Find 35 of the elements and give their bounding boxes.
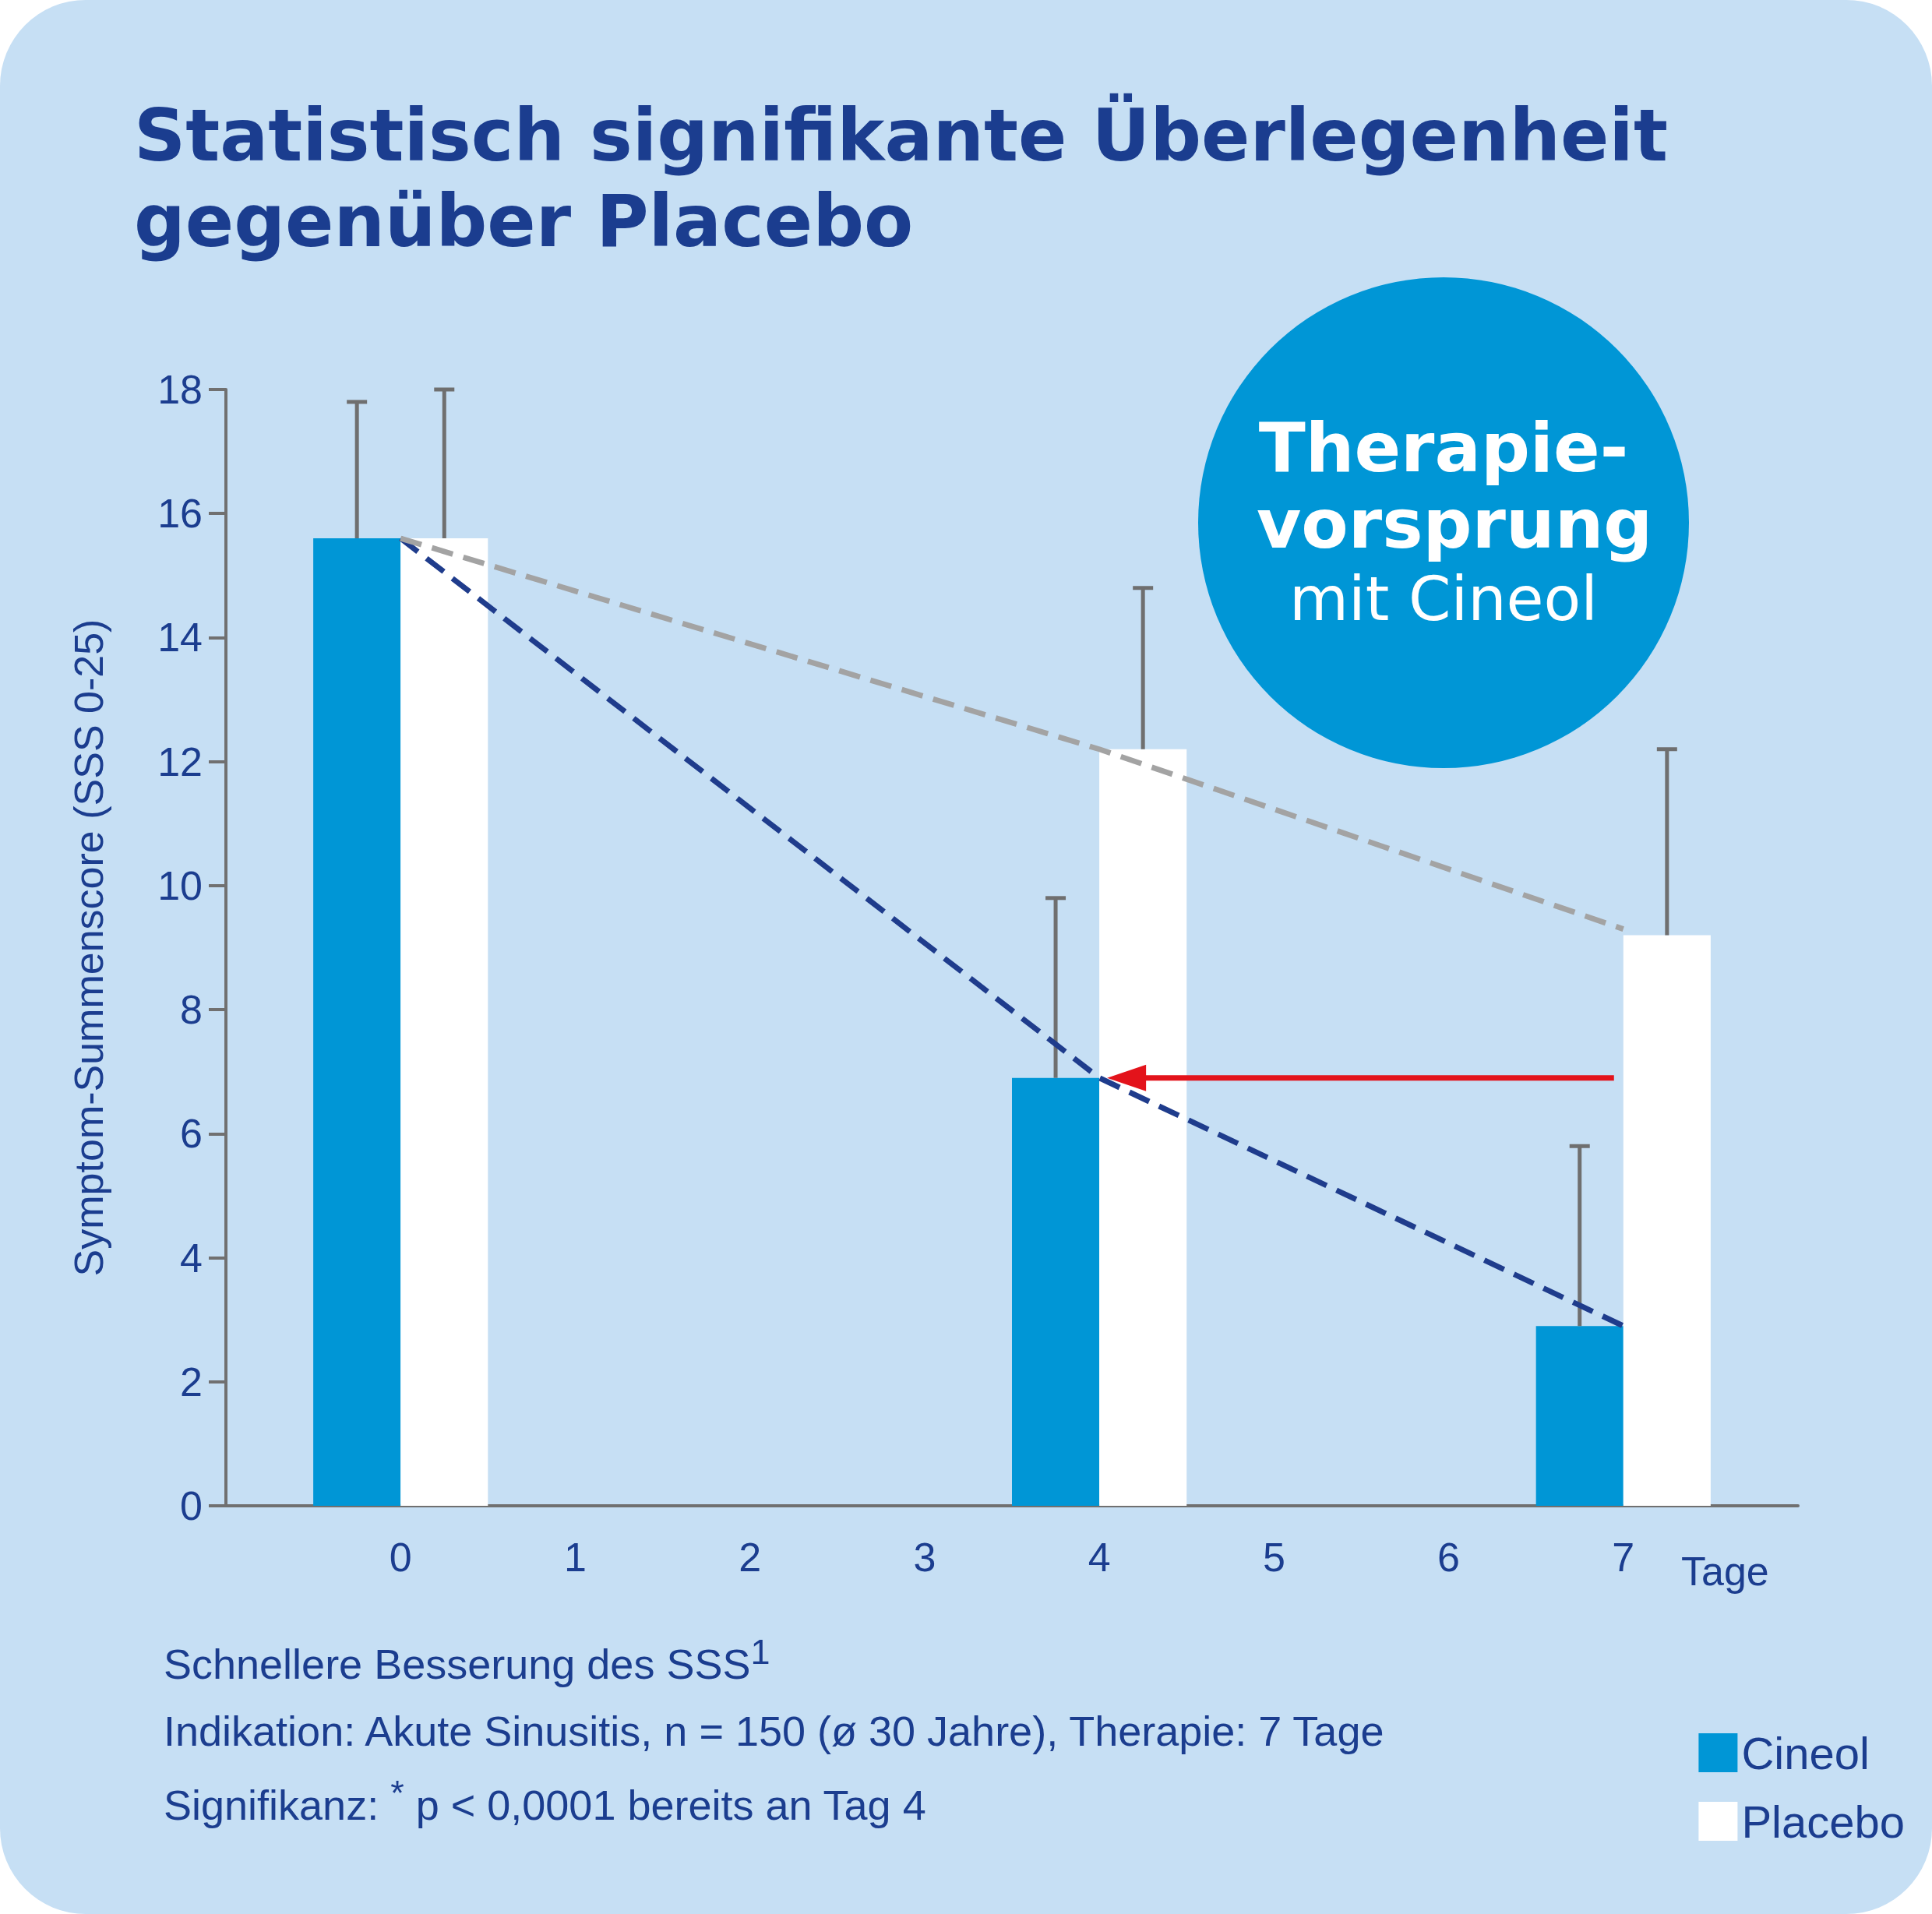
y-tick-label: 12 [157, 738, 203, 784]
annotation: mit Cineol [1289, 562, 1598, 636]
y-tick-label: 4 [180, 1235, 203, 1281]
chart-title: Statistisch signifikante Überlegenheit gegenüber Placebo [134, 93, 1669, 266]
y-tick-label: 2 [180, 1359, 203, 1405]
x-tick-label: 4 [1088, 1535, 1111, 1580]
x-axis-title: Tage [1681, 1549, 1769, 1594]
y-axis-title: Symptom-Summenscore (SSS 0-25) [66, 619, 111, 1277]
y-tick-label: 8 [180, 987, 203, 1033]
circle-badge: Therapie-vorsprung mit Cineol [1198, 277, 1689, 768]
bar [1535, 1326, 1624, 1506]
annotation: Therapie-vorsprung [1257, 407, 1653, 565]
x-tick-label: 2 [739, 1535, 762, 1580]
y-tick-label: 16 [157, 491, 203, 537]
text: Indikation: Akute Sinusitis, n = 150 (ø 30 Jahre), Therapie: 7 Tage [164, 1707, 1384, 1757]
x-tick-label: 6 [1437, 1535, 1461, 1580]
y-tick-label: 18 [157, 367, 203, 412]
text: Signifikanz: $^{*}$ p < 0,0001 bereits an Tag 4 [164, 1771, 927, 1830]
y-tick-label: 10 [157, 862, 203, 908]
y-tick-label: 0 [180, 1483, 203, 1528]
bar [1012, 1077, 1100, 1506]
x-tick-label: 0 [389, 1535, 412, 1580]
y-tick-label: 6 [180, 1111, 203, 1157]
x-tick-label: 5 [1262, 1535, 1285, 1580]
bar [1099, 749, 1187, 1506]
bar [313, 538, 401, 1506]
x-tick-label: 7 [1612, 1535, 1635, 1580]
text: Schnellere Besserung des SSS$^{1}$ [164, 1631, 771, 1689]
x-tick-label: 3 [913, 1535, 936, 1580]
legend-label: Cineol [1741, 1727, 1870, 1778]
legend-label: Placebo [1741, 1796, 1906, 1847]
y-tick-label: 14 [157, 615, 203, 661]
bar [1623, 935, 1711, 1506]
x-tick-label: 1 [563, 1535, 587, 1580]
bar [400, 538, 488, 1506]
